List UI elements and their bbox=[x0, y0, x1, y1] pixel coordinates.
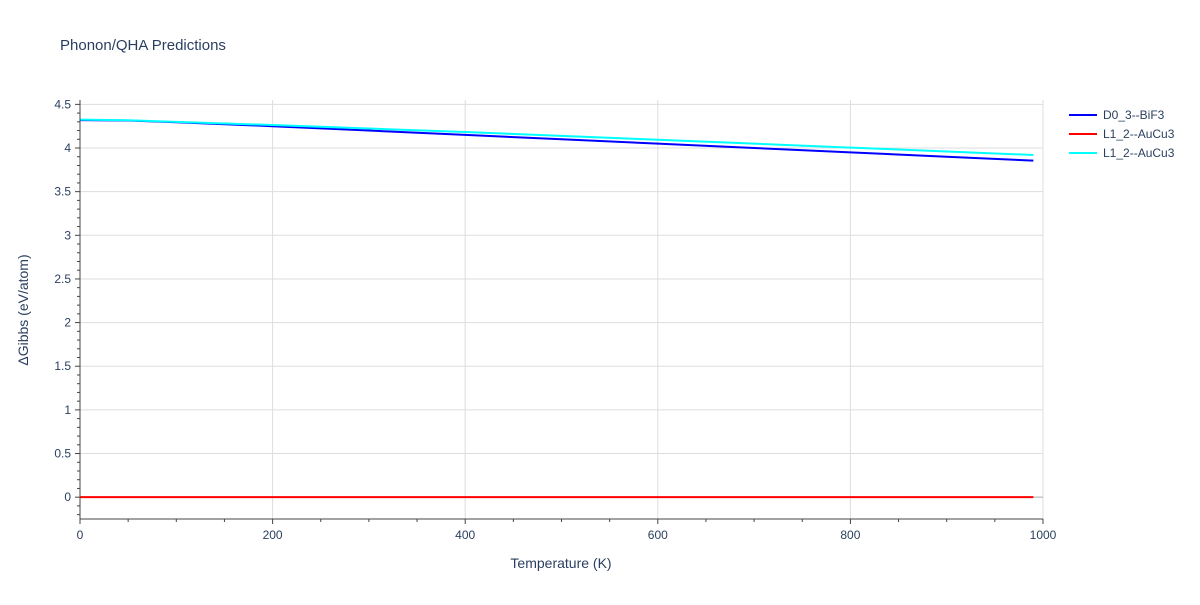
legend-item[interactable]: L1_2--AuCu3 bbox=[1069, 146, 1175, 160]
grid-lines bbox=[80, 100, 1044, 519]
y-tick-label: 2 bbox=[64, 316, 71, 330]
y-tick-label: 4 bbox=[64, 141, 71, 155]
y-tick-label: 1.5 bbox=[54, 359, 71, 373]
x-tick-label: 400 bbox=[455, 528, 475, 542]
y-tick-label: 4.5 bbox=[54, 97, 71, 111]
series-line-3[interactable] bbox=[79, 118, 1034, 156]
y-tick-label: 0 bbox=[64, 490, 71, 504]
y-tick-label: 3 bbox=[64, 228, 71, 242]
chart-title: Phonon/QHA Predictions bbox=[60, 37, 226, 54]
legend-label: D0_3--BiF3 bbox=[1103, 108, 1165, 122]
series-lines bbox=[79, 118, 1034, 499]
legend[interactable]: D0_3--BiF3 L1_2--AuCu3 L1_2--AuCu3 bbox=[1069, 108, 1175, 160]
y-tick-label: 0.5 bbox=[54, 447, 71, 461]
x-tick-label: 600 bbox=[648, 528, 668, 542]
x-tick-label: 200 bbox=[263, 528, 283, 542]
legend-item[interactable]: L1_2--AuCu3 bbox=[1069, 127, 1175, 141]
legend-item[interactable]: D0_3--BiF3 bbox=[1069, 108, 1165, 122]
axes: 0 200 400 600 800 1000 0 0.5 1 1.5 2 2.5 3 3.5 4 4.5 bbox=[54, 97, 1056, 542]
series-line-1[interactable] bbox=[79, 119, 1034, 162]
y-tick-label: 3.5 bbox=[54, 185, 71, 199]
y-tick-label: 1 bbox=[64, 403, 71, 417]
y-axis-title: ΔGibbs (eV/atom) bbox=[15, 254, 31, 365]
y-tick-label: 2.5 bbox=[54, 272, 71, 286]
x-tick-label: 800 bbox=[840, 528, 860, 542]
x-tick-label: 0 bbox=[77, 528, 84, 542]
x-tick-label: 1000 bbox=[1030, 528, 1057, 542]
x-axis-title: Temperature (K) bbox=[510, 555, 611, 571]
legend-label: L1_2--AuCu3 bbox=[1103, 127, 1175, 141]
legend-label: L1_2--AuCu3 bbox=[1103, 146, 1175, 160]
